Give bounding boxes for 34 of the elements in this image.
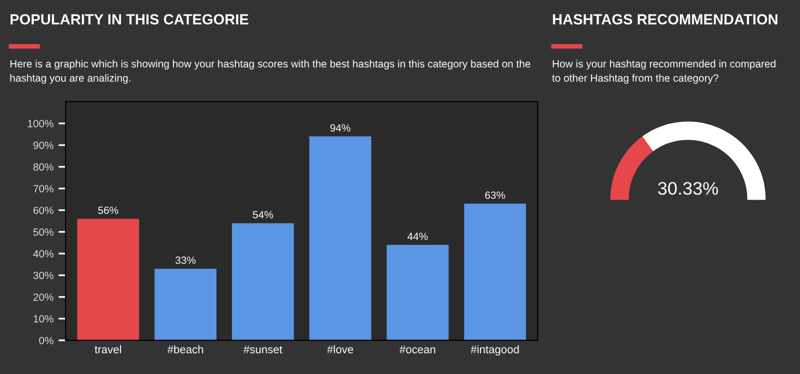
- x-tick-label: #intagood: [470, 345, 519, 356]
- chart-subtitle: Here is a graphic which is showing how your hashtag scores with the best hashtags in this category based on the hashtag you are analizing.: [10, 60, 530, 84]
- chart-subtitle: How is your hashtag recommended in compared to other Hashtag from the category?: [552, 60, 776, 84]
- data-label: 54%: [252, 211, 273, 218]
- bar: [77, 218, 140, 340]
- bar: [232, 223, 294, 340]
- chart-title: HASHTAGS RECOMMENDATION: [552, 14, 778, 24]
- data-label: 44%: [407, 232, 428, 240]
- y-tick-label: 50%: [33, 228, 54, 236]
- text: 30.33%: [658, 182, 718, 195]
- y-tick-label: 0%: [39, 336, 54, 344]
- data-label: 63%: [485, 191, 506, 199]
- y-tick-label: 30%: [33, 272, 54, 280]
- chart-title: POPULARITY IN THIS CATEGORIE: [10, 14, 248, 24]
- x-tick-label: #love: [327, 345, 354, 354]
- data-label: 33%: [176, 256, 196, 264]
- y-tick-label: 70%: [33, 184, 54, 192]
- x-tick-label: travel: [94, 345, 121, 354]
- y-tick-label: 100%: [28, 120, 54, 128]
- data-label: 56%: [98, 206, 118, 214]
- data-label: 94%: [330, 124, 350, 132]
- y-tick-label: 90%: [33, 142, 54, 149]
- y-tick-label: 10%: [34, 315, 54, 323]
- x-tick-label: #beach: [167, 345, 204, 354]
- y-tick-label: 60%: [33, 206, 54, 214]
- bar: [386, 244, 449, 340]
- x-tick-label: #ocean: [399, 346, 436, 354]
- bar: [309, 136, 372, 340]
- y-tick-label: 20%: [33, 293, 54, 301]
- bar: [464, 204, 526, 340]
- bar: [154, 268, 216, 340]
- x-tick-label: #sunset: [244, 346, 282, 354]
- y-tick-label: 80%: [33, 163, 54, 171]
- y-tick-label: 40%: [33, 250, 54, 258]
